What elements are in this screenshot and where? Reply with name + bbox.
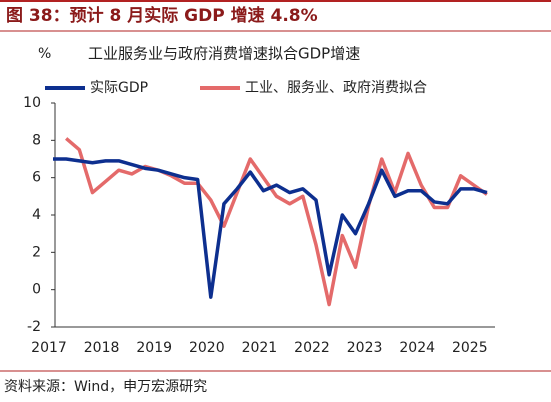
y-tick-label: 4 <box>32 207 41 223</box>
series-line <box>65 137 488 307</box>
y-tick-label: 0 <box>32 282 41 298</box>
x-tick-label: 2021 <box>242 340 278 356</box>
x-tick-label: 2019 <box>136 340 172 356</box>
legend-label: 工业、服务业、政府消费拟合 <box>245 80 427 96</box>
source: 资料来源：Wind，申万宏源研究 <box>4 379 207 395</box>
series-line <box>53 157 488 299</box>
y-tick-label: 6 <box>32 170 41 186</box>
x-tick-label: 2017 <box>31 340 67 356</box>
x-tick-label: 2025 <box>452 340 488 356</box>
y-tick-label: 10 <box>23 95 41 111</box>
legend-label: 实际GDP <box>90 80 148 96</box>
x-tick-label: 2020 <box>189 340 225 356</box>
x-tick-label: 2018 <box>84 340 120 356</box>
x-tick-label: 2022 <box>294 340 330 356</box>
y-axis-label: % <box>38 46 51 62</box>
chart-subtitle: 工业服务业与政府消费增速拟合GDP增速 <box>88 45 360 63</box>
x-tick-label: 2024 <box>399 340 435 356</box>
y-tick-label: 8 <box>32 132 41 148</box>
chart-title: 图 38：预计 8 月实际 GDP 增速 4.8% <box>6 5 318 26</box>
y-tick-label: 2 <box>32 244 41 260</box>
x-tick-label: 2023 <box>347 340 383 356</box>
y-tick-label: -2 <box>27 319 41 335</box>
